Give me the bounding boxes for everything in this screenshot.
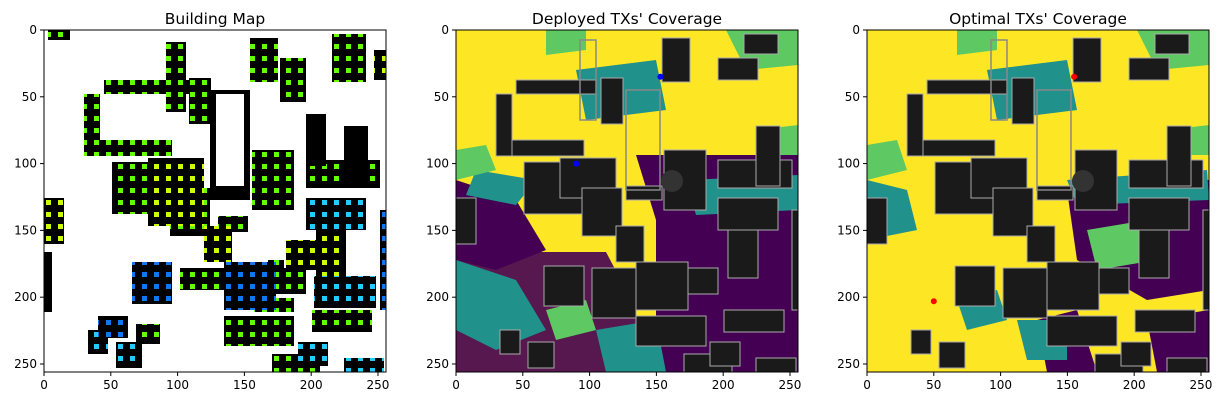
y-tick-label: 100	[14, 157, 37, 171]
x-axis: 0 50 100 150 200 250	[40, 372, 389, 392]
y-tick-label: 200	[426, 290, 449, 304]
transmitter-marker	[1071, 73, 1078, 80]
transmitter-marker	[657, 73, 664, 80]
transmitter-marker	[573, 160, 580, 167]
x-tick-label: 200	[300, 378, 323, 392]
x-tick-label: 0	[40, 378, 48, 392]
x-tick-label: 250	[1190, 378, 1213, 392]
x-tick-label: 50	[926, 378, 941, 392]
x-tick-label: 50	[515, 378, 530, 392]
building-map-panel: Building Map	[14, 10, 389, 392]
panel-title: Optimal TXs' Coverage	[949, 10, 1127, 28]
y-axis: 0 50 100 150 200 250	[14, 23, 44, 371]
x-tick-label: 0	[863, 378, 871, 392]
y-tick-label: 0	[29, 23, 37, 37]
x-axis: 0 50 100 150 200 250	[452, 372, 801, 392]
x-tick-label: 150	[1056, 378, 1079, 392]
y-tick-label: 150	[426, 223, 449, 237]
transmitter-markers	[573, 73, 664, 167]
x-tick-label: 200	[1123, 378, 1146, 392]
optimal-coverage-image	[867, 30, 1209, 372]
y-tick-label: 200	[14, 290, 37, 304]
panel-title: Deployed TXs' Coverage	[532, 10, 722, 28]
y-tick-label: 250	[837, 357, 860, 371]
x-axis: 0 50 100 150 200 250	[863, 372, 1212, 392]
y-tick-label: 150	[837, 223, 860, 237]
deployed-coverage-panel: Deployed TXs' Coverage	[426, 10, 801, 392]
axes-frame	[455, 29, 799, 373]
x-tick-label: 150	[233, 378, 256, 392]
y-axis: 0 50 100 150 200 250	[837, 23, 867, 371]
x-tick-label: 100	[578, 378, 601, 392]
building-map-image	[44, 30, 386, 372]
x-tick-label: 50	[103, 378, 118, 392]
y-tick-label: 250	[426, 357, 449, 371]
x-tick-label: 0	[452, 378, 460, 392]
y-tick-label: 50	[845, 90, 860, 104]
y-tick-label: 0	[852, 23, 860, 37]
y-tick-label: 150	[14, 223, 37, 237]
x-tick-label: 150	[645, 378, 668, 392]
transmitter-marker	[930, 298, 937, 305]
y-axis: 0 50 100 150 200 250	[426, 23, 456, 371]
deployed-coverage-image	[456, 30, 798, 372]
transmitter-markers	[930, 73, 1078, 305]
x-tick-label: 200	[712, 378, 735, 392]
y-tick-label: 100	[837, 157, 860, 171]
y-tick-label: 200	[837, 290, 860, 304]
axes-frame	[43, 29, 387, 373]
x-tick-label: 250	[779, 378, 802, 392]
x-tick-label: 100	[166, 378, 189, 392]
y-tick-label: 50	[434, 90, 449, 104]
panel-title: Building Map	[165, 10, 266, 28]
axes-frame	[866, 29, 1210, 373]
x-tick-label: 250	[367, 378, 390, 392]
y-tick-label: 50	[22, 90, 37, 104]
y-tick-label: 100	[426, 157, 449, 171]
y-tick-label: 0	[441, 23, 449, 37]
y-tick-label: 250	[14, 357, 37, 371]
optimal-coverage-panel: Optimal TXs' Coverage	[837, 10, 1212, 392]
x-tick-label: 100	[989, 378, 1012, 392]
